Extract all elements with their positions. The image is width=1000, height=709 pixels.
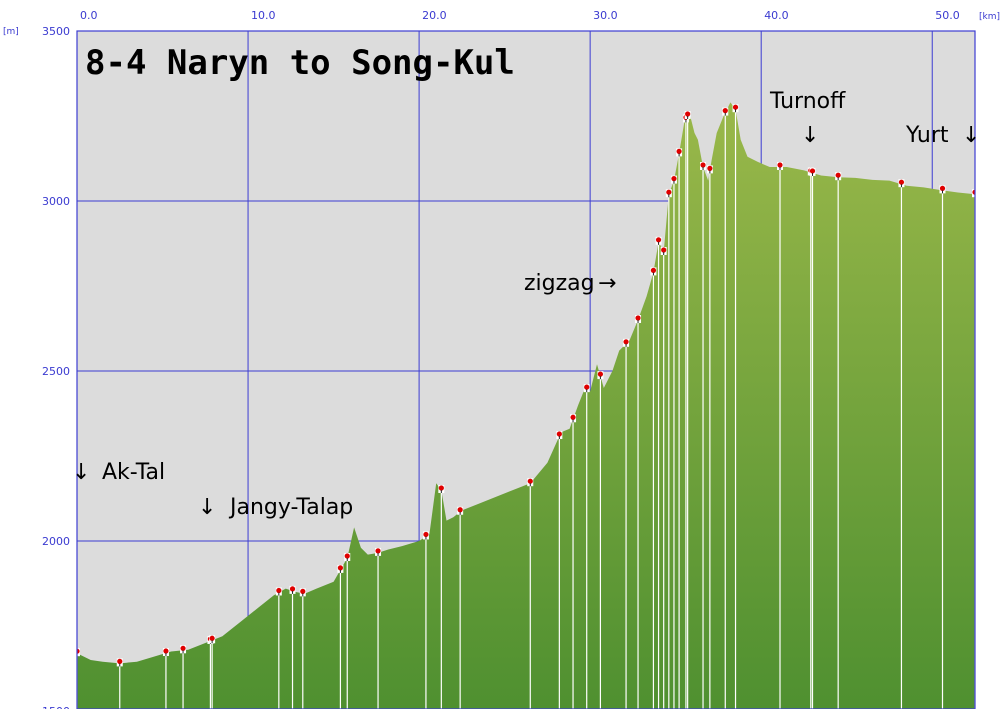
waypoint-marker bbox=[972, 189, 975, 195]
annotation-zigzag-arrow: → bbox=[598, 271, 616, 296]
waypoint-marker bbox=[117, 658, 123, 665]
waypoint-marker bbox=[209, 635, 215, 641]
annotation-ak-tal-arrow: ↓ bbox=[72, 460, 90, 485]
annotation-turnoff-arrow: ↓ bbox=[801, 123, 819, 148]
waypoint-marker bbox=[300, 588, 306, 594]
waypoint-marker bbox=[655, 237, 662, 243]
waypoint-marker bbox=[666, 189, 672, 195]
waypoint-marker bbox=[344, 553, 350, 559]
annotation-turnoff: Turnoff bbox=[769, 89, 846, 114]
x-tick-label: 20.0 bbox=[422, 9, 447, 22]
y-tick-label: 3000 bbox=[42, 195, 70, 208]
waypoint-marker bbox=[676, 148, 682, 154]
waypoint-marker bbox=[597, 371, 604, 377]
annotation-yurt: Yurt bbox=[905, 123, 949, 148]
annotation-ak-tal: Ak-Tal bbox=[102, 460, 165, 485]
waypoint-marker bbox=[650, 267, 657, 273]
waypoint-marker bbox=[671, 176, 677, 182]
annotation-zigzag: zigzag bbox=[524, 271, 595, 296]
waypoint-marker bbox=[722, 108, 728, 114]
waypoint-markers bbox=[77, 104, 975, 709]
y-tick-label: 2000 bbox=[42, 535, 70, 548]
waypoint-marker bbox=[635, 315, 641, 321]
waypoint-marker bbox=[457, 507, 463, 513]
elevation-area bbox=[77, 102, 975, 709]
waypoint-marker bbox=[707, 165, 713, 171]
y-tick-label: 3500 bbox=[42, 25, 70, 38]
waypoint-marker bbox=[527, 478, 533, 484]
annotation-yurt-arrow: ↓ bbox=[962, 123, 980, 148]
waypoint-marker bbox=[835, 172, 841, 178]
waypoint-marker bbox=[939, 185, 946, 191]
waypoint-marker bbox=[700, 162, 706, 168]
annotation-jangy-talap: Jangy-Talap bbox=[228, 495, 353, 520]
axis-ticks: 0.0 10.0 20.0 30.0 40.0 50.0 3500 3000 2500 2000 1… bbox=[42, 9, 960, 709]
waypoint-marker bbox=[584, 384, 590, 390]
waypoint-marker bbox=[289, 586, 296, 592]
waypoint-marker bbox=[438, 485, 444, 491]
waypoint-marker bbox=[276, 587, 282, 594]
y-tick-label: 1500 bbox=[42, 705, 70, 709]
waypoint-marker bbox=[77, 648, 80, 654]
waypoint-marker bbox=[375, 548, 381, 554]
waypoint-marker bbox=[661, 247, 667, 253]
x-tick-label: 40.0 bbox=[764, 9, 789, 22]
x-tick-label: 30.0 bbox=[593, 9, 618, 22]
x-tick-label: 50.0 bbox=[935, 9, 960, 22]
waypoint-marker bbox=[337, 565, 344, 571]
x-unit-label: [km] bbox=[979, 12, 1000, 22]
waypoint-marker bbox=[809, 168, 816, 174]
waypoint-marker bbox=[570, 414, 576, 420]
waypoint-marker bbox=[732, 104, 739, 110]
waypoint-marker bbox=[556, 431, 562, 437]
annotation-jangy-talap-arrow: ↓ bbox=[198, 495, 216, 520]
x-tick-label: 0.0 bbox=[80, 9, 98, 22]
plot-frame bbox=[76, 30, 976, 709]
waypoint-marker bbox=[685, 111, 691, 117]
waypoint-marker bbox=[163, 648, 169, 654]
x-tick-label: 10.0 bbox=[251, 9, 275, 22]
y-unit-label: [m] bbox=[3, 27, 19, 37]
waypoint-marker bbox=[898, 179, 905, 185]
y-tick-label: 2500 bbox=[42, 365, 70, 378]
waypoint-marker bbox=[423, 531, 429, 538]
chart-title: 8-4 Naryn to Song-Kul bbox=[85, 43, 515, 83]
waypoint-marker bbox=[777, 162, 783, 168]
waypoint-marker bbox=[623, 339, 629, 345]
waypoint-marker bbox=[180, 645, 186, 651]
